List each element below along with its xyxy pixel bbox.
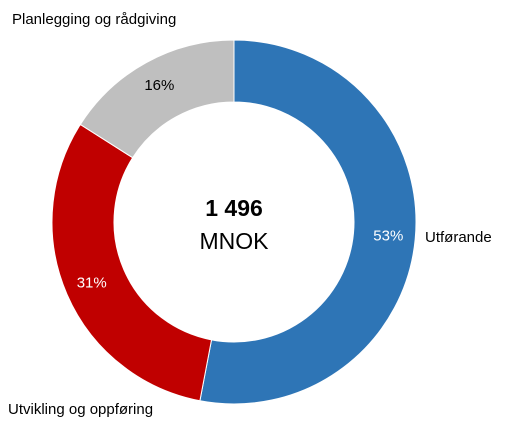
category-label: Utvikling og oppføring [8,401,153,418]
center-unit: MNOK [200,228,270,254]
value-label: 31% [77,275,107,292]
center-total: 1 496 [205,195,263,221]
slice [51,123,213,402]
category-label: Utførande [425,229,492,246]
value-label: 16% [144,77,174,94]
slice [79,39,235,159]
category-label: Planlegging og rådgiving [12,11,176,28]
slice [199,39,417,405]
value-label: 53% [373,228,403,245]
